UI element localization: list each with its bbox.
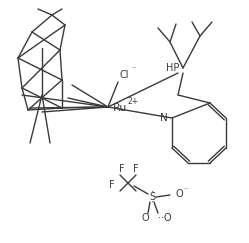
Text: F: F bbox=[119, 164, 125, 174]
Text: Ru: Ru bbox=[113, 103, 127, 113]
Text: HP: HP bbox=[166, 63, 180, 73]
Text: F: F bbox=[133, 164, 139, 174]
Text: S: S bbox=[149, 192, 155, 202]
Text: ·: · bbox=[150, 197, 153, 207]
Text: ⁻: ⁻ bbox=[183, 185, 187, 194]
Text: 2+: 2+ bbox=[127, 97, 138, 106]
Text: ⁻: ⁻ bbox=[131, 64, 135, 73]
Text: ··O: ··O bbox=[158, 213, 172, 223]
Text: Cl: Cl bbox=[120, 70, 129, 80]
Text: O: O bbox=[176, 189, 184, 199]
Text: ·: · bbox=[150, 187, 153, 197]
Text: F: F bbox=[109, 180, 115, 190]
Text: N: N bbox=[160, 113, 168, 123]
Text: O: O bbox=[141, 213, 149, 223]
